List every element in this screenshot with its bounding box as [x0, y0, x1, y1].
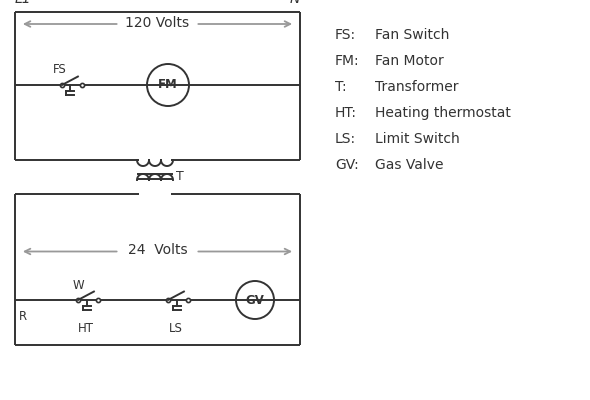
Text: LS:: LS: — [335, 132, 356, 146]
Text: Fan Motor: Fan Motor — [375, 54, 444, 68]
Text: Fan Switch: Fan Switch — [375, 28, 450, 42]
Text: Limit Switch: Limit Switch — [375, 132, 460, 146]
Text: W: W — [72, 279, 84, 292]
Text: FM: FM — [158, 78, 178, 92]
Text: GV: GV — [245, 294, 264, 306]
Text: Heating thermostat: Heating thermostat — [375, 106, 511, 120]
Text: HT:: HT: — [335, 106, 357, 120]
Text: T: T — [176, 170, 183, 182]
Text: Transformer: Transformer — [375, 80, 458, 94]
Text: 24  Volts: 24 Volts — [127, 244, 187, 258]
Text: HT: HT — [78, 322, 94, 335]
Text: FS: FS — [53, 63, 67, 76]
Text: GV:: GV: — [335, 158, 359, 172]
Text: FM:: FM: — [335, 54, 360, 68]
Text: LS: LS — [169, 322, 183, 335]
Text: Gas Valve: Gas Valve — [375, 158, 444, 172]
Text: N: N — [290, 0, 300, 6]
Text: L1: L1 — [15, 0, 32, 6]
Text: T:: T: — [335, 80, 347, 94]
Text: FS:: FS: — [335, 28, 356, 42]
Text: 120 Volts: 120 Volts — [126, 16, 189, 30]
Text: R: R — [19, 310, 27, 323]
